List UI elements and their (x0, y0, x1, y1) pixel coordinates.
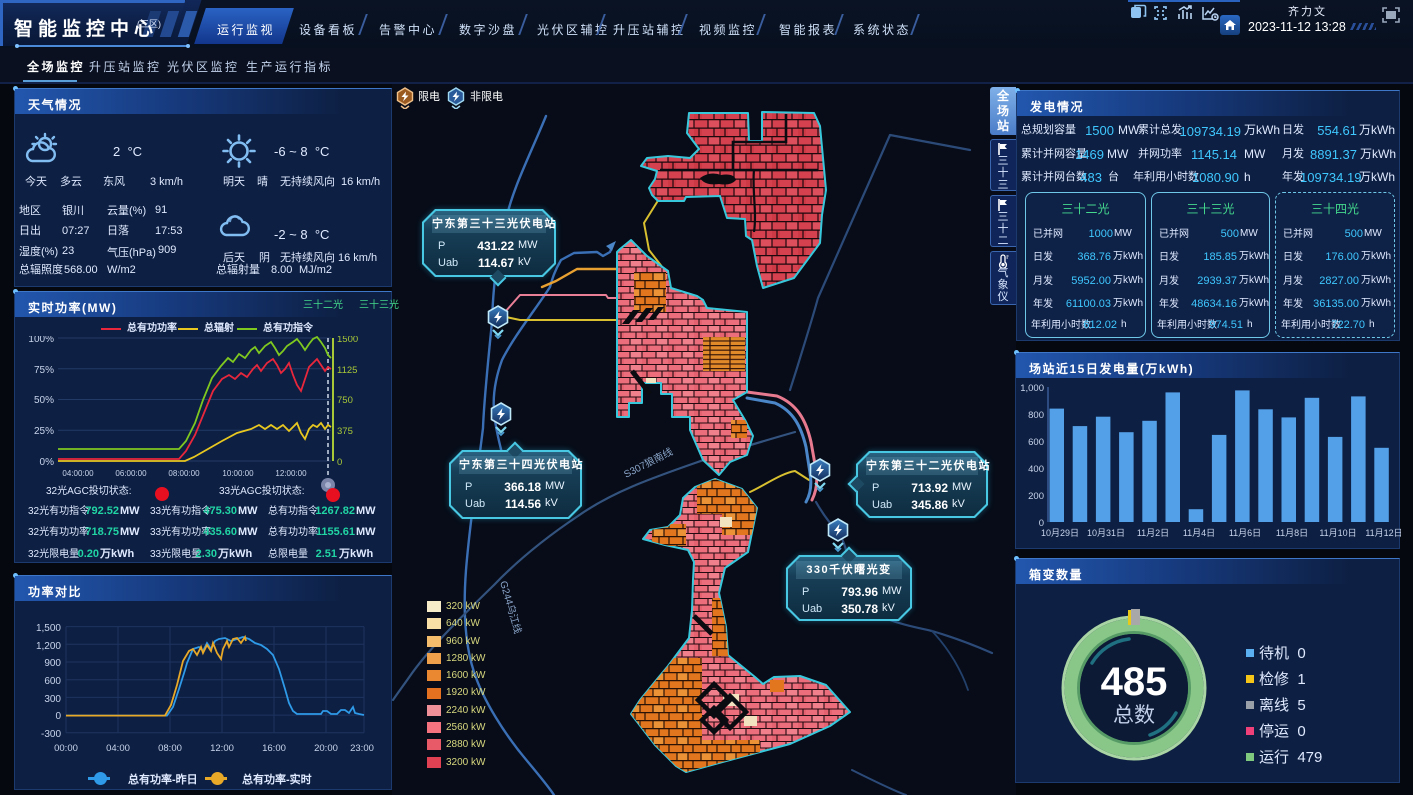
svg-text:12:00: 12:00 (210, 743, 234, 754)
svg-text:400: 400 (1028, 464, 1044, 475)
svg-text:0%: 0% (40, 457, 55, 468)
svg-text:25%: 25% (34, 426, 54, 437)
svg-text:50%: 50% (34, 395, 54, 406)
svg-text:12:00:00: 12:00:00 (275, 469, 307, 478)
svg-text:08:00: 08:00 (158, 743, 182, 754)
svg-text:200: 200 (1028, 491, 1044, 502)
svg-text:800: 800 (1028, 410, 1044, 421)
svg-text:1,200: 1,200 (36, 641, 61, 652)
svg-text:23:00: 23:00 (350, 743, 374, 754)
svg-text:600: 600 (44, 676, 61, 687)
svg-text:375: 375 (337, 426, 353, 437)
svg-text:06:00:00: 06:00:00 (115, 469, 147, 478)
svg-text:-300: -300 (41, 729, 61, 740)
svg-text:10月29日: 10月29日 (1041, 528, 1079, 538)
svg-text:00:00: 00:00 (54, 743, 78, 754)
svg-text:G244乌江线: G244乌江线 (497, 579, 525, 635)
svg-text:600: 600 (1028, 437, 1044, 448)
svg-text:1,000: 1,000 (1020, 383, 1044, 394)
svg-text:S307狼南线: S307狼南线 (621, 445, 674, 481)
svg-text:11月8日: 11月8日 (1276, 528, 1308, 538)
svg-text:750: 750 (337, 395, 353, 406)
svg-text:10月31日: 10月31日 (1087, 528, 1125, 538)
svg-text:0: 0 (55, 711, 61, 722)
svg-text:20:00: 20:00 (314, 743, 338, 754)
svg-text:1500: 1500 (337, 336, 358, 345)
svg-text:11月10日: 11月10日 (1319, 528, 1356, 538)
svg-text:75%: 75% (34, 365, 54, 376)
svg-text:16:00: 16:00 (262, 743, 286, 754)
svg-text:11月12日: 11月12日 (1365, 528, 1401, 538)
svg-text:08:00:00: 08:00:00 (168, 469, 200, 478)
svg-text:300: 300 (44, 694, 61, 705)
svg-text:0: 0 (1039, 518, 1044, 529)
svg-text:1125: 1125 (337, 365, 357, 376)
svg-text:11月2日: 11月2日 (1137, 528, 1169, 538)
svg-text:11月6日: 11月6日 (1229, 528, 1261, 538)
svg-text:11月4日: 11月4日 (1183, 528, 1215, 538)
svg-text:10:00:00: 10:00:00 (222, 469, 254, 478)
svg-text:0: 0 (337, 457, 342, 468)
svg-text:04:00:00: 04:00:00 (62, 469, 94, 478)
svg-text:1,500: 1,500 (36, 623, 61, 634)
svg-text:900: 900 (44, 658, 61, 669)
svg-text:04:00: 04:00 (106, 743, 130, 754)
svg-text:100%: 100% (28, 336, 54, 345)
